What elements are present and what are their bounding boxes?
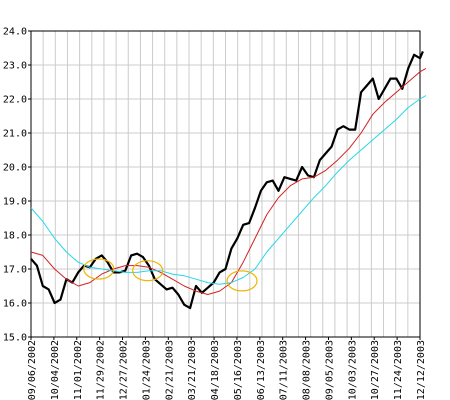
x-tick-label: 05/16/2003 [233,340,244,400]
x-tick-label: 11/01/2002 [73,340,84,400]
y-tick-label: 22.0 [3,95,27,106]
y-tick-label: 24.0 [3,27,27,38]
x-tick-label: 08/08/2003 [302,340,313,400]
x-tick-label: 11/29/2002 [96,340,107,400]
x-tick-label: 12/27/2002 [119,340,130,400]
x-tick-label: 06/13/2003 [256,340,267,400]
x-tick-label: 09/06/2002 [27,340,38,400]
y-tick-label: 20.0 [3,163,27,174]
x-tick-label: 09/05/2003 [324,340,335,400]
y-tick-label: 21.0 [3,129,27,140]
x-tick-label: 03/21/2003 [187,340,198,400]
y-axis-ticks: 15.0 16.0 17.0 18.0 19.0 20.0 21.0 22.0 23.0 24.0 [3,27,31,344]
x-tick-label: 10/04/2002 [50,340,61,400]
crossover-marker-2 [132,260,164,282]
y-tick-label: 23.0 [3,61,27,72]
x-tick-label: 02/21/2003 [164,340,175,400]
y-tick-label: 19.0 [3,197,27,208]
x-tick-label: 04/18/2003 [210,340,221,400]
x-axis-ticks: 09/06/2002 10/04/2002 11/01/2002 11/29/2002… [27,337,427,400]
x-tick-label: 12/12/2003 [416,340,427,400]
x-tick-label: 07/11/2003 [279,340,290,400]
plot-frame [30,30,421,338]
x-tick-label: 01/24/2003 [141,340,152,400]
series-lines [30,50,427,310]
plot-border [30,30,421,338]
y-tick-label: 16.0 [3,299,27,310]
y-tick-label: 17.0 [3,265,27,276]
x-tick-label: 10/03/2003 [347,340,358,400]
grid-lines [31,30,420,338]
crossover-marker-3 [226,270,258,292]
x-tick-label: 11/24/2003 [393,340,404,400]
y-tick-label: 15.0 [3,333,27,344]
x-tick-label: 10/27/2003 [370,340,381,400]
y-tick-label: 18.0 [3,231,27,242]
crossover-marker-1 [83,258,115,280]
series-line-long-ma [30,95,427,285]
series-line-price [30,50,424,310]
crossover-markers [83,258,258,292]
